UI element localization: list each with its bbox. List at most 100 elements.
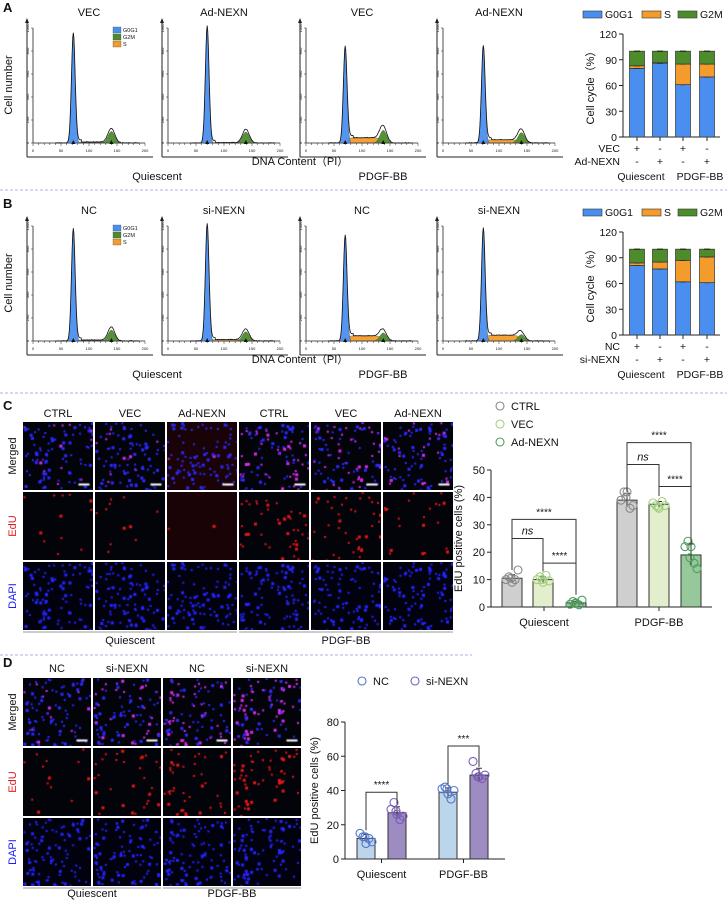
column-label: NC xyxy=(49,663,65,675)
bar-segment-s xyxy=(675,63,691,85)
bar-segment-g0g1 xyxy=(699,76,715,138)
y-tick-label: 800 xyxy=(435,47,440,54)
legend-swatch xyxy=(641,10,662,19)
group-label: Quiescent xyxy=(67,888,117,900)
dapi-image xyxy=(167,562,237,630)
row-label: EdU xyxy=(7,771,19,792)
peak-marker-icon xyxy=(519,140,524,144)
group-label: PDGF-BB xyxy=(359,369,408,381)
condition-mark: + xyxy=(704,156,710,168)
merged-image xyxy=(239,422,309,490)
column-label: Ad-NEXN xyxy=(394,408,442,420)
histogram-title: Ad-NEXN xyxy=(475,7,523,19)
peak-marker-icon xyxy=(205,338,210,342)
y-axis-label: Cell number xyxy=(3,253,15,313)
legend-swatch xyxy=(677,10,698,19)
x-tick-label: 100 xyxy=(221,346,228,351)
group-label: PDGF-BB xyxy=(677,369,724,381)
data-point xyxy=(685,553,695,563)
histogram-envelope xyxy=(55,228,140,342)
legend-label: Ad-NEXN xyxy=(511,437,559,449)
group-label: PDGF-BB xyxy=(635,617,684,629)
legend-label: G0G1 xyxy=(123,28,138,34)
histogram-title: VEC xyxy=(78,7,101,19)
x-tick-label: 200 xyxy=(415,148,422,153)
edu-image xyxy=(23,748,91,816)
bar-segment-s xyxy=(675,259,691,283)
histogram-envelope xyxy=(465,45,550,144)
y-tick-label: 600 xyxy=(25,70,30,77)
group-label: PDGF-BB xyxy=(439,869,488,881)
bar-segment-g0g1 xyxy=(629,67,645,138)
legend-label: G2M xyxy=(123,233,135,239)
x-tick-label: 150 xyxy=(114,148,121,153)
y-tick-label: 90 xyxy=(605,253,617,265)
panel-letter: B xyxy=(3,196,12,211)
group-label: Quiescent xyxy=(132,369,182,381)
x-tick-label: 100 xyxy=(359,148,366,153)
x-tick-label: 150 xyxy=(524,346,531,351)
data-point xyxy=(570,598,580,608)
axis-arrow-icon xyxy=(298,18,302,23)
legend-marker xyxy=(495,419,505,429)
legend-swatch xyxy=(112,33,122,41)
group-label: PDGF-BB xyxy=(322,635,371,647)
y-tick-label: 400 xyxy=(25,93,30,100)
bar-segment-g2m xyxy=(629,248,645,264)
x-tick-label: 50 xyxy=(469,148,474,153)
condition-mark: + xyxy=(657,156,663,168)
y-tick-label: 20 xyxy=(327,820,339,832)
data-point xyxy=(442,784,452,794)
y-tick-label: 120 xyxy=(599,227,617,239)
axis-arrow-icon xyxy=(160,216,164,221)
x-tick-label: 0 xyxy=(32,346,35,351)
condition-mark: - xyxy=(658,341,662,353)
x-tick-label: 100 xyxy=(221,148,228,153)
edu-image xyxy=(311,492,381,560)
data-point xyxy=(510,575,520,585)
data-point xyxy=(680,542,690,552)
y-tick-label: 600 xyxy=(160,70,165,77)
bar-segment-g2m xyxy=(675,248,691,261)
legend-label: G2M xyxy=(700,207,723,219)
significance-label: *** xyxy=(458,734,470,745)
significance-bracket xyxy=(365,791,398,831)
panel-letter: C xyxy=(3,398,13,413)
y-tick-label: 30 xyxy=(605,106,617,118)
y-tick-label: 400 xyxy=(160,291,165,298)
data-point xyxy=(544,576,554,586)
merged-image xyxy=(95,422,165,490)
x-tick-label: 50 xyxy=(332,148,337,153)
data-point xyxy=(389,797,399,808)
group-label: Quiescent xyxy=(132,171,182,183)
y-tick-label: 50 xyxy=(473,465,485,477)
y-tick-label: 0 xyxy=(298,141,303,144)
y-tick-label: 60 xyxy=(327,751,339,763)
histogram-envelope xyxy=(190,223,275,342)
x-tick-label: 150 xyxy=(387,346,394,351)
histogram-title: NC xyxy=(354,205,370,217)
x-tick-label: 50 xyxy=(469,346,474,351)
peak-marker-icon xyxy=(519,338,524,342)
condition-label: VEC xyxy=(598,143,620,155)
x-tick-label: 150 xyxy=(249,148,256,153)
y-tick-label: 400 xyxy=(160,93,165,100)
data-point xyxy=(625,503,635,513)
x-tick-label: 200 xyxy=(277,346,284,351)
bar-segment-g2m xyxy=(699,50,715,65)
histogram-title: NC xyxy=(81,205,97,217)
x-tick-label: 200 xyxy=(142,346,149,351)
x-tick-label: 0 xyxy=(442,346,445,351)
x-tick-label: 100 xyxy=(86,148,93,153)
significance-bracket xyxy=(542,562,577,595)
data-point xyxy=(653,502,663,512)
significance-label: **** xyxy=(667,474,683,485)
column-label: CTRL xyxy=(260,408,289,420)
data-point xyxy=(504,572,514,582)
merged-image xyxy=(23,678,91,746)
bar-segment-s xyxy=(652,261,668,270)
x-tick-label: 200 xyxy=(415,346,422,351)
condition-mark: - xyxy=(635,354,639,366)
